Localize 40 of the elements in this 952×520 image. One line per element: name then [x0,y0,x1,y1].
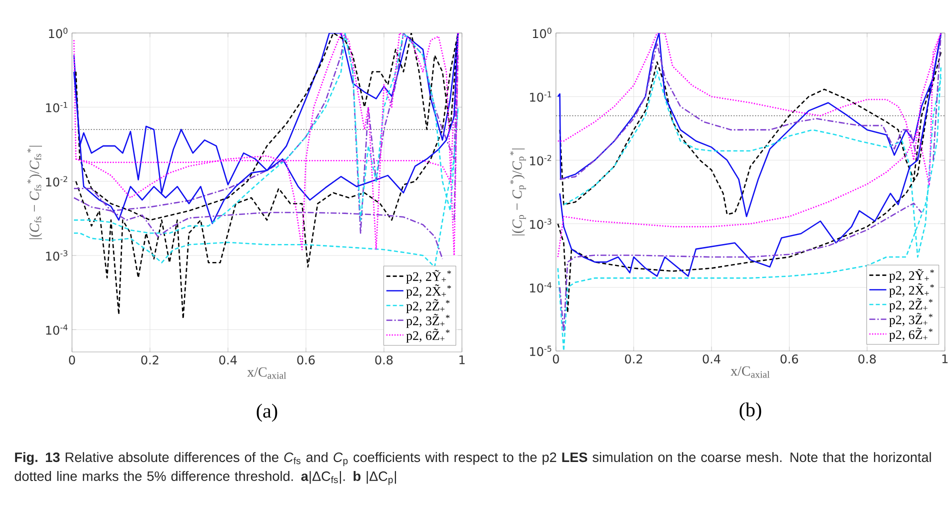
legend-label: p2, 2Z̃$_{+}$* [889,298,932,312]
y-tick-label: 10$^{0}$ [532,28,552,38]
x-tick-label: 0.2 [141,355,158,365]
y-tick-label: 10$^{-2}$ [46,176,68,187]
legend-label: p2, 2Ỹ$_{+}$* [889,269,934,283]
text: (b) [740,402,762,421]
legend-label: p2, 2Z̃$_{+}$* [406,299,450,314]
x-tick-label: 0 [552,354,559,364]
text: |(C$_{fs}$ − C$_{fs}$$^{*}$)/C$_{fs}$$^{*}$| [27,146,42,240]
x-tick-label: 0.8 [375,355,393,365]
y-tick-label: 10$^{-4}$ [530,282,552,293]
text: Fig. 13 Relative absolute differences of the C$_{fs}$ and C$_{p}$ coefficients with respect to the p2 LES simulation on the coarse mesh. Note that the horizontal dotted line marks the 5% difference threshold. a|ΔC$_{fs}$|. b |ΔC$_{p}$| [14,452,931,486]
y-tick-label: 10$^{-3}$ [46,250,68,261]
y-tick-label: 10$^{-3}$ [530,218,552,230]
x-tick-label: 0.4 [702,354,720,364]
y-tick-label: 10$^{-5}$ [530,346,552,356]
x-tick-label: 0.6 [780,354,798,364]
x-tick-label: 0.2 [625,354,642,364]
text: |(C$_{p}$ − C$_{p}$$^{*}$)/C$_{p}$$^{*}$| [510,148,526,236]
y-tick-label: 10$^{-1}$ [530,91,552,102]
text: (a) [256,404,278,422]
x-tick-label: 1 [459,355,465,364]
legend-label: p2, 2X̃$_{+}$* [406,284,451,298]
legend-label: p2, 3Z̃$_{+}$* [889,312,932,327]
legend-label: p2, 6Z̃$_{+}$* [406,328,450,343]
x-axis-title: x/C$_{axial}$ [730,366,770,378]
y-tick-label: 10$^{-2}$ [530,154,552,166]
y-tick-label: 10$^{0}$ [49,28,68,38]
x-tick-label: 0.4 [219,355,237,365]
x-tick-label: 1 [942,354,948,364]
y-tick-label: 10$^{-4}$ [46,324,68,335]
x-axis-title: x/C$_{axial}$ [247,367,286,379]
x-tick-label: 0.8 [858,354,876,364]
y-tick-label: 10$^{-1}$ [46,102,68,112]
legend-label: p2, 2Ỹ$_{+}$* [406,270,451,284]
legend-label: p2, 3Z̃$_{+}$* [406,314,450,328]
x-tick-label: 0 [68,355,75,365]
legend-label: p2, 2X̃$_{+}$* [889,283,934,298]
legend-label: p2, 6Z̃$_{+}$* [889,328,932,342]
x-tick-label: 0.6 [297,355,315,365]
